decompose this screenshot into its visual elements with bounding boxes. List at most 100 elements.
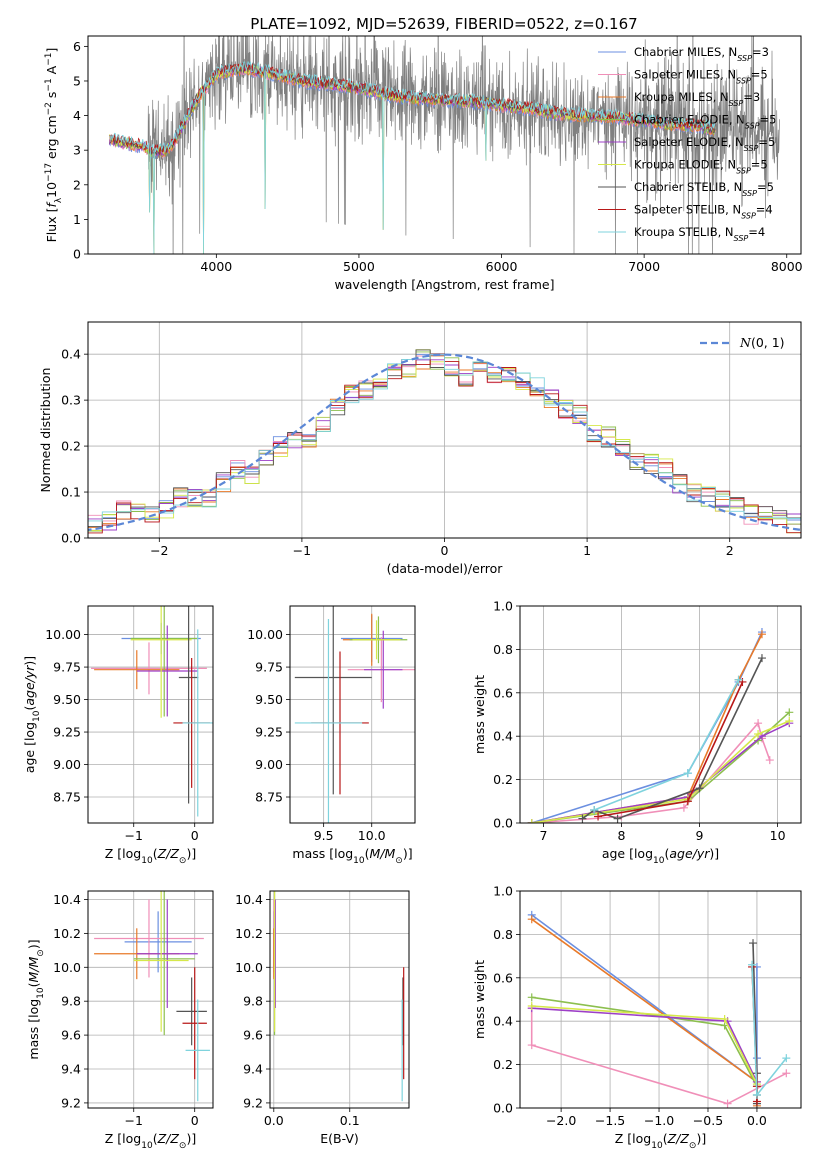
point-marker-chabrier-elodie xyxy=(527,993,536,1002)
y-tick-label: 10.2 xyxy=(235,926,263,941)
axes-frame xyxy=(87,890,214,1109)
y-tick-label: 9.4 xyxy=(61,1062,81,1077)
point-marker-kroupa-stelib xyxy=(782,1054,791,1063)
point-marker-kroupa-stelib xyxy=(734,675,743,684)
y-tick-label: 9.6 xyxy=(243,1028,263,1043)
point-marker-salpeter-miles xyxy=(679,803,688,812)
point-marker-salpeter-miles xyxy=(754,719,763,728)
y-tick-label: 0.3 xyxy=(61,393,81,408)
series-line-salpeter-stelib xyxy=(597,681,744,818)
y-tick-label: 10.00 xyxy=(45,627,81,642)
point-marker-chabrier-stelib xyxy=(757,654,766,663)
point-marker-chabrier-elodie xyxy=(785,708,794,717)
x-tick-label: 7 xyxy=(539,828,547,843)
y-tick-label: 10.0 xyxy=(235,960,263,975)
mass-vs-Z-plot-area xyxy=(94,891,210,1102)
point-marker-salpeter-miles xyxy=(527,1041,536,1050)
y-tick-label: 10.4 xyxy=(53,892,81,907)
y-axis-label: age [log10(age/yr)] xyxy=(22,656,42,773)
x-tick-label: 5000 xyxy=(343,259,375,274)
y-tick-label: 0.6 xyxy=(493,970,513,985)
y-axis-label: Normed distribution xyxy=(38,368,53,493)
model-line-kroupa-stelib xyxy=(109,61,716,254)
y-tick-label: 9.8 xyxy=(61,994,81,1009)
series-line-chabrier-miles xyxy=(531,914,758,1084)
spectrum-legend: Chabrier MILES, NSSP=3 Salpeter MILES, NS… xyxy=(598,45,776,243)
x-axis-label: Z [log10(Z/Z⊙)] xyxy=(105,1131,196,1151)
y-tick-label: 4 xyxy=(73,108,81,123)
x-axis-label: age [log10(age/yr)] xyxy=(602,846,719,866)
legend-label: Kroupa STELIB, NSSP=4 xyxy=(634,225,765,243)
y-tick-label: 1 xyxy=(73,212,81,227)
x-axis-label: mass [log10(M/M⊙)] xyxy=(292,846,412,866)
histogram-step-chabrier-stelib xyxy=(88,349,801,528)
y-axis-label: mass weight xyxy=(472,960,487,1039)
y-tick-label: 9.75 xyxy=(53,660,81,675)
x-tick-label: 0.0 xyxy=(264,1113,284,1128)
y-axis-label: Flux [fλ10−17 erg cm−2 s−1 A−1] xyxy=(44,48,64,243)
x-tick-label: 0.1 xyxy=(340,1113,360,1128)
y-tick-label: 10.0 xyxy=(53,960,81,975)
x-tick-label: 10.0 xyxy=(358,828,386,843)
point-marker-kroupa-elodie xyxy=(720,1015,729,1024)
mass-vs-ebv-plot-area xyxy=(273,891,405,1102)
legend-label: Kroupa ELODIE, NSSP=5 xyxy=(634,158,768,176)
x-axis-label: E(B-V) xyxy=(320,1131,359,1146)
x-axis-label: Z [log10(Z/Z⊙)] xyxy=(105,846,196,866)
y-axis-label: mass weight xyxy=(472,675,487,754)
series-line-kroupa-stelib xyxy=(593,679,740,811)
legend-label: Kroupa MILES, NSSP=3 xyxy=(634,90,760,108)
point-marker-kroupa-stelib xyxy=(748,960,757,969)
axes-frame xyxy=(269,890,410,1109)
point-marker-kroupa-stelib xyxy=(683,769,692,778)
x-tick-label: 4000 xyxy=(200,259,232,274)
x-tick-label: 10 xyxy=(770,828,786,843)
residuals-plot-area xyxy=(88,349,801,534)
point-marker-kroupa-elodie xyxy=(785,717,794,726)
mass-vs-ebv-panel: 0.0 0.1 9.2 9.4 9.6 9.8 10.0 10.2 10.4 E(B-V) xyxy=(235,890,410,1146)
legend-label: Chabrier ELODIE, NSSP=5 xyxy=(634,113,776,131)
y-tick-label: 10.2 xyxy=(53,926,81,941)
legend-label: N(0, 1) xyxy=(739,335,785,350)
point-marker-kroupa-miles xyxy=(527,915,536,924)
y-tick-label: 10.4 xyxy=(235,892,263,907)
point-marker-kroupa-elodie xyxy=(527,819,536,823)
y-tick-label: 0.2 xyxy=(493,772,513,787)
y-tick-label: 0.6 xyxy=(493,685,513,700)
massweight-vs-age-plot-area xyxy=(527,628,794,823)
point-marker-chabrier-stelib xyxy=(578,814,587,823)
x-tick-label: −1.5 xyxy=(595,1113,625,1128)
legend-label: Salpeter ELODIE, NSSP=5 xyxy=(634,135,775,153)
x-tick-label: 7000 xyxy=(628,259,660,274)
series-line-kroupa-miles xyxy=(531,918,758,1106)
axes-frame xyxy=(289,605,416,824)
point-marker-salpeter-miles xyxy=(723,1099,732,1108)
y-tick-label: 9.4 xyxy=(243,1062,263,1077)
massweight-vs-Z-panel: −2.0 −1.5 −1.0 −0.5 0.0 0.0 0.2 0.4 0.6 0.8 1.0 Z [… xyxy=(472,884,802,1151)
axes-frame xyxy=(519,605,802,824)
x-tick-label: 8 xyxy=(617,828,625,843)
y-tick-label: 8.75 xyxy=(255,790,283,805)
y-tick-label: 0.0 xyxy=(61,531,81,546)
x-tick-label: −0.5 xyxy=(693,1113,723,1128)
axes-frame xyxy=(519,890,802,1109)
x-tick-label: 9 xyxy=(696,828,704,843)
age-vs-Z-plot-area xyxy=(91,606,213,817)
massweight-vs-age-panel: 7 8 9 10 0.0 0.2 0.4 0.6 0.8 1.0 age [log10(age/yr… xyxy=(472,599,802,866)
point-marker-salpeter-stelib xyxy=(683,797,692,806)
legend-label: Chabrier MILES, NSSP=3 xyxy=(634,45,769,63)
y-tick-label: 0 xyxy=(73,247,81,262)
y-tick-label: 0.8 xyxy=(493,642,513,657)
y-axis-label: mass [log10(M/M⊙)] xyxy=(26,939,46,1059)
y-tick-label: 0.4 xyxy=(493,1014,513,1029)
y-tick-label: 0.4 xyxy=(493,729,513,744)
point-marker-salpeter-miles xyxy=(765,756,774,765)
y-tick-label: 0.0 xyxy=(493,1101,513,1116)
y-tick-label: 9.25 xyxy=(255,725,283,740)
y-tick-label: 0.2 xyxy=(61,439,81,454)
series-line-kroupa-elodie xyxy=(531,720,790,823)
y-tick-label: 9.00 xyxy=(255,757,283,772)
legend-label: Chabrier STELIB, NSSP=5 xyxy=(634,180,774,198)
x-tick-label: −1 xyxy=(125,828,143,843)
